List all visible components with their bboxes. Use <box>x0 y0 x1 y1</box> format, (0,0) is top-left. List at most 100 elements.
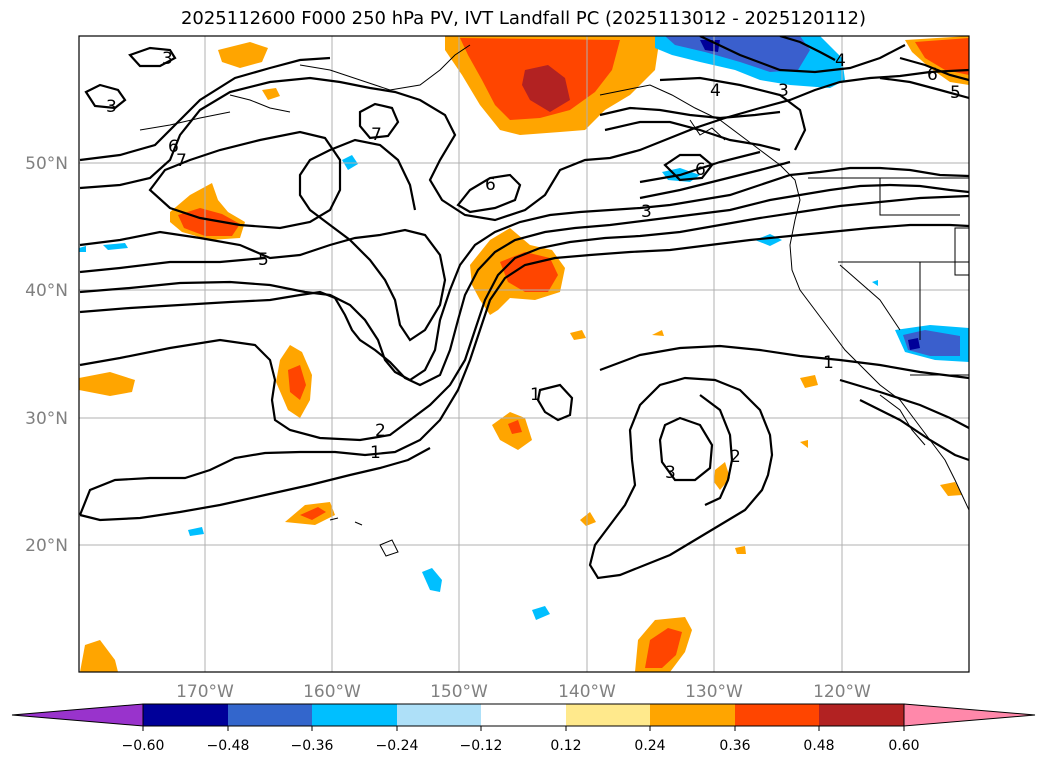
shading-skyblue <box>872 280 878 286</box>
shading-skyblue <box>103 243 128 250</box>
contour-label: 6 <box>927 65 938 85</box>
contour-line <box>839 378 969 429</box>
contour-line <box>699 36 906 74</box>
colorbar-segment <box>228 704 312 726</box>
contour-line <box>79 223 969 516</box>
colorbar-tick-label: 0.36 <box>719 738 750 754</box>
contour-line <box>79 56 331 162</box>
contour-labels: 3 3 6 7 7 6 5 3 6 4 3 6 5 1 1 2 1 3 2 4 <box>106 49 961 483</box>
map-title: 2025112600 F000 250 hPa PV, IVT Landfall… <box>180 8 867 29</box>
shading-orange <box>800 375 818 388</box>
contour-label: 2 <box>375 421 386 441</box>
contour-line <box>599 106 781 120</box>
contour-line <box>779 36 836 61</box>
contour-line <box>358 102 400 140</box>
shading-skyblue <box>188 527 204 536</box>
shading-orange <box>262 88 280 100</box>
contour-label: 3 <box>778 81 789 101</box>
map-border <box>78 35 970 673</box>
lat-label: 40°N <box>25 281 68 301</box>
contour-line <box>639 150 761 184</box>
lon-label: 130°W <box>685 682 743 702</box>
shading-skyblue <box>532 606 550 620</box>
contour-line <box>879 76 969 100</box>
contour-label: 3 <box>641 202 652 222</box>
shading-orange <box>735 546 746 554</box>
colorbar: −0.60 −0.48 −0.36 −0.24 −0.12 0.12 0.24 … <box>11 703 1036 754</box>
contour-line <box>84 83 127 110</box>
lon-label: 120°W <box>813 682 871 702</box>
shading-skyblue <box>79 246 86 252</box>
colorbar-segment <box>143 704 228 726</box>
shading-skyblue <box>422 568 442 592</box>
shading-orange <box>652 330 664 336</box>
contour-line <box>79 138 447 342</box>
contour-label: 7 <box>176 151 187 171</box>
shading-orange <box>79 372 135 396</box>
lon-label: 140°W <box>558 682 616 702</box>
shading-navy <box>908 338 920 350</box>
contour-line <box>148 130 342 230</box>
shading-orange <box>570 330 586 340</box>
longitude-labels: 170°W 160°W 150°W 140°W 130°W 120°W <box>176 682 871 702</box>
shading-orange <box>218 42 268 68</box>
shading-redorange <box>300 507 326 520</box>
contour-line <box>699 394 734 506</box>
contour-line <box>658 416 714 482</box>
lat-label: 20°N <box>25 536 68 556</box>
contour-line <box>536 383 574 422</box>
contour-line <box>79 256 266 274</box>
shading-redorange <box>915 38 969 75</box>
contour-label: 6 <box>485 175 496 195</box>
contour-label: 4 <box>835 51 846 71</box>
colorbar-segment <box>481 704 566 726</box>
contour-line <box>859 399 969 462</box>
colorbar-tick-label: 0.60 <box>888 738 919 754</box>
pv-contours <box>79 36 969 580</box>
colorbar-extend-left <box>11 703 144 727</box>
contour-label: 3 <box>162 49 173 69</box>
colorbar-tick-label: 0.48 <box>803 738 834 754</box>
contour-line <box>79 447 431 522</box>
contour-line <box>659 76 807 151</box>
colorbar-tick-label: 0.12 <box>550 738 581 754</box>
colorbar-segment <box>312 704 397 726</box>
contour-label: 2 <box>730 447 741 467</box>
contour-label: 6 <box>695 160 706 180</box>
colorbar-tick-label: −0.48 <box>207 738 250 754</box>
coastlines <box>139 44 969 557</box>
shading-redorange <box>645 628 682 668</box>
colorbar-tick-label: 0.24 <box>634 738 665 754</box>
contour-label: 3 <box>106 97 117 117</box>
contour-line <box>639 160 791 200</box>
contour-line <box>599 344 969 380</box>
contour-label: 1 <box>823 353 834 373</box>
contour-line <box>588 376 774 580</box>
contour-label: 5 <box>950 83 961 103</box>
colorbar-segment <box>735 704 819 726</box>
shading-redorange <box>500 252 558 292</box>
shading-orange <box>714 462 730 490</box>
contour-line <box>79 68 969 222</box>
map-panel <box>79 36 969 672</box>
contour-line <box>604 120 781 152</box>
lon-label: 160°W <box>303 682 361 702</box>
colorbar-tick-label: −0.36 <box>291 738 334 754</box>
lat-label: 50°N <box>25 154 68 174</box>
contour-label: 1 <box>370 443 381 463</box>
shading-redorange <box>288 365 306 400</box>
lat-label: 30°N <box>25 409 68 429</box>
contour-line <box>79 183 969 387</box>
contour-line <box>456 173 522 214</box>
contour-label: 5 <box>258 250 269 270</box>
shading-royal <box>903 330 960 356</box>
latitude-labels: 50°N 40°N 30°N 20°N <box>25 154 68 556</box>
contour-line <box>79 194 969 442</box>
contour-label: 7 <box>371 125 382 145</box>
colorbar-segment <box>819 704 904 726</box>
contour-label: 4 <box>710 81 721 101</box>
colorbar-segment <box>566 704 650 726</box>
colorbar-tick-label: −0.12 <box>460 738 503 754</box>
colorbar-segment <box>397 704 481 726</box>
colorbar-tick-label: −0.60 <box>122 738 165 754</box>
